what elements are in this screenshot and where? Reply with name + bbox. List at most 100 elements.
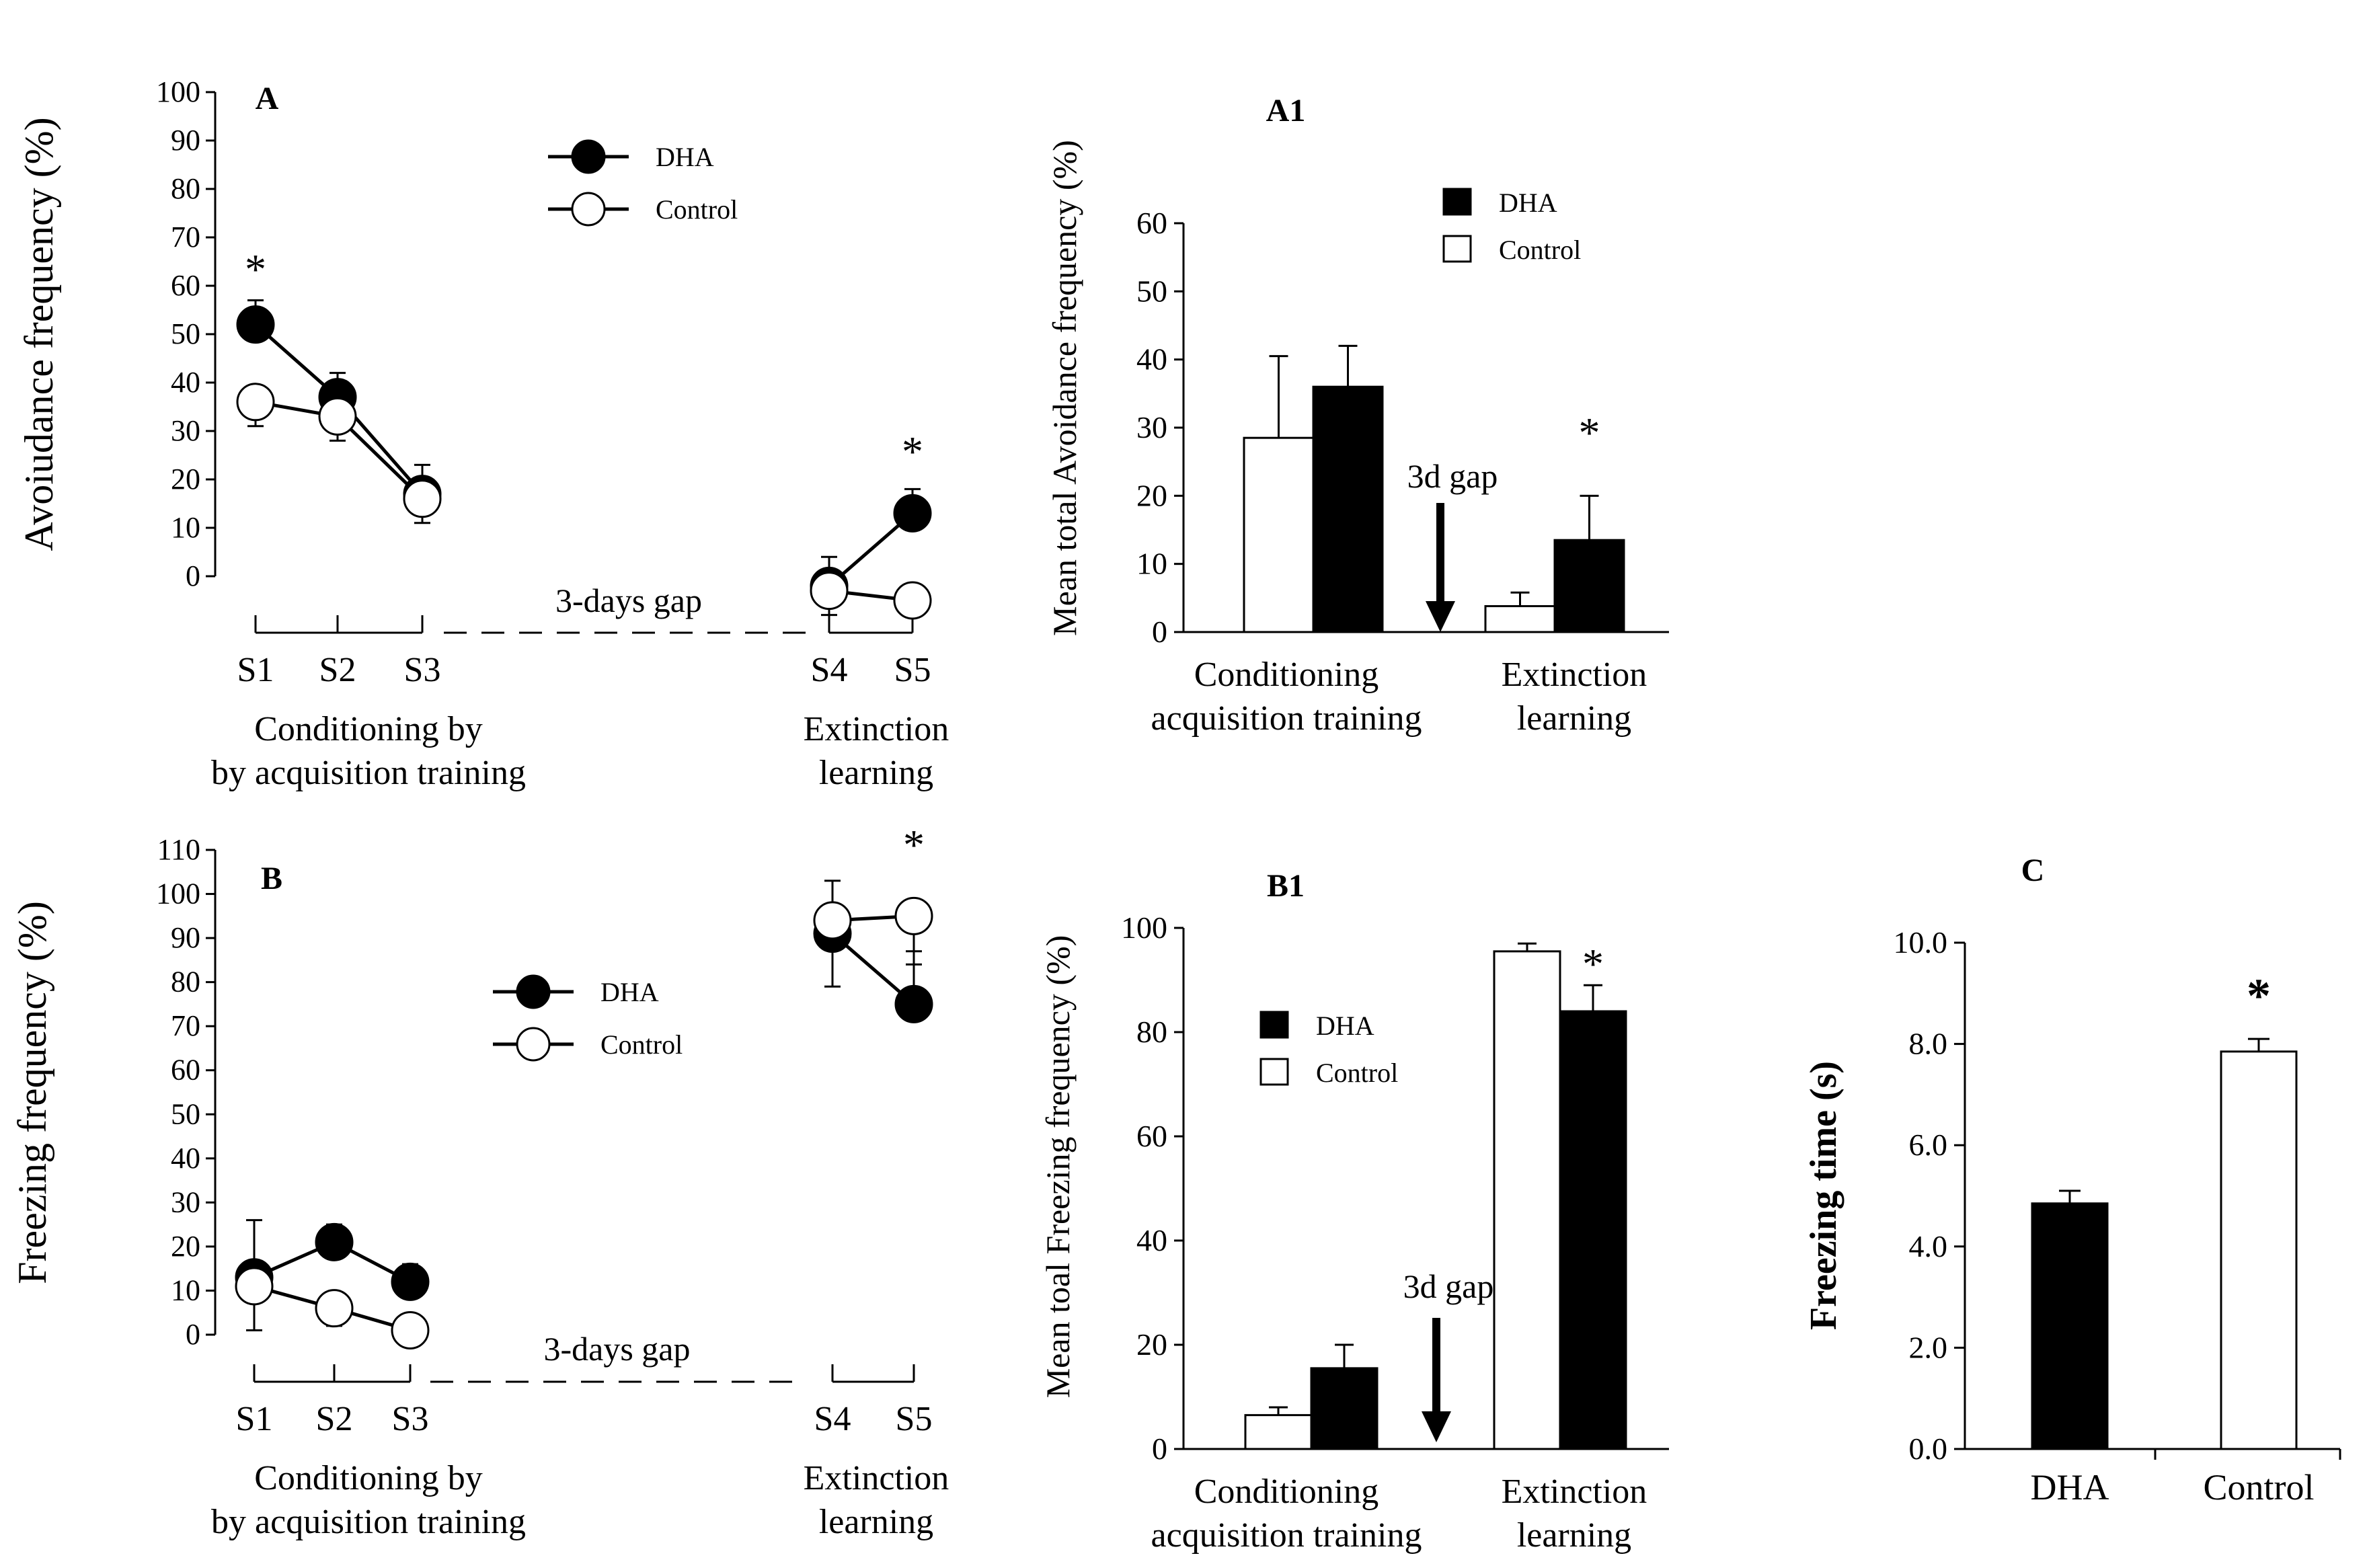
y-tick-label: 30 [1136, 410, 1167, 444]
panel-b1-chart: 0 20 40 60 80 100 Mean toal Freezing frequency… [1039, 868, 1669, 1555]
legend-swatch-dha [1259, 1011, 1289, 1039]
control-point-s2 [315, 1289, 354, 1328]
gap-label: 3-days gap [555, 582, 702, 619]
legend-label-dha: DHA [656, 142, 714, 172]
y-tick-label: 110 [157, 833, 200, 866]
x-tick-label-s1: S1 [236, 1400, 273, 1438]
significance-star: * [2247, 969, 2271, 1023]
y-tick-label: 60 [171, 269, 200, 302]
y-axis-label: Freezing frequency (%) [10, 901, 54, 1284]
control-bar-1 [1484, 604, 1556, 633]
y-tick-label: 70 [171, 1009, 200, 1042]
legend-label-control: Control [656, 194, 738, 225]
legend-marker-dha [571, 139, 606, 174]
y-tick-label: 50 [171, 1097, 200, 1130]
group-label-conditioning-line1: Conditioning by [254, 1459, 482, 1497]
group-label-line2-1: learning [1517, 699, 1631, 738]
y-axis-label: Freezing time (s) [1803, 1061, 1844, 1330]
y-tick-label: 40 [171, 1142, 200, 1175]
group-label-extinction-line2: learning [819, 1503, 933, 1541]
panel-label: B [261, 861, 282, 896]
group-label-line1-0: Conditioning [1194, 656, 1378, 694]
y-tick-label: 60 [1136, 1119, 1167, 1153]
y-tick-label: 60 [171, 1054, 200, 1087]
legend-label-dha: DHA [600, 977, 659, 1007]
legend-swatch-dha [1442, 188, 1472, 216]
y-tick-label: 6.0 [1909, 1128, 1948, 1162]
x-tick-label-s1: S1 [237, 651, 274, 689]
y-tick-label: 40 [1136, 1223, 1167, 1257]
gap-arrow-head [1426, 601, 1455, 632]
panel-c-chart: 0.0 2.0 4.0 6.0 8.0 10.0 Freezing time (s) C DHA… [1803, 853, 2341, 1507]
y-tick-label: 20 [171, 463, 200, 496]
x-tick-label-dha: DHA [2031, 1467, 2109, 1507]
y-tick-label: 10.0 [1894, 925, 1948, 959]
group-label-conditioning-line2: by acquisition training [211, 754, 526, 792]
y-tick-label: 40 [1136, 342, 1167, 377]
group-label-line1-0: Conditioning [1194, 1473, 1378, 1511]
y-tick-label: 30 [171, 1185, 200, 1218]
group-label-line2-0: acquisition training [1151, 1516, 1422, 1555]
significance-star: * [245, 245, 266, 293]
legend-marker-dha [516, 974, 551, 1009]
y-tick-label: 10 [171, 1273, 200, 1306]
y-tick-label: 100 [1121, 910, 1167, 945]
group-label-line2-0: acquisition training [1151, 699, 1422, 738]
dha-point-s1 [236, 305, 275, 344]
significance-star: * [903, 821, 925, 869]
y-tick-label: 40 [171, 366, 200, 399]
dha-bar-1 [1559, 1010, 1627, 1450]
y-tick-label: 80 [1136, 1015, 1167, 1049]
x-tick-label-s4: S4 [811, 651, 848, 689]
y-tick-label: 20 [1136, 1327, 1167, 1362]
y-tick-label: 50 [1136, 274, 1167, 308]
gap-label: 3d gap [1407, 457, 1498, 495]
y-tick-label: 2.0 [1909, 1330, 1948, 1364]
y-tick-label: 100 [156, 877, 200, 910]
y-axis-label: Mean total Avoidance frequency (%) [1046, 140, 1083, 636]
dha-point-s5 [893, 494, 932, 533]
group-label-line2-1: learning [1517, 1516, 1631, 1555]
y-tick-label: 80 [171, 172, 200, 205]
control-point-s4 [810, 572, 849, 611]
gap-label: 3-days gap [544, 1330, 691, 1368]
control-point-s1 [236, 383, 275, 422]
panel-b-chart: 0 10 20 30 40 50 60 70 80 90 100 110 Freezing freque… [10, 821, 949, 1541]
y-tick-label: 20 [1136, 478, 1167, 512]
control-point-s2 [318, 397, 357, 436]
x-tick-label-s3: S3 [392, 1400, 429, 1438]
x-tick-label-s5: S5 [894, 651, 931, 689]
legend-label-dha: DHA [1499, 188, 1557, 218]
legend-label-control: Control [1499, 235, 1581, 265]
control-point-s5 [893, 581, 932, 620]
y-tick-label: 0 [1152, 1432, 1167, 1466]
control-point-s3 [403, 479, 442, 518]
control-bar-0 [1244, 1414, 1313, 1450]
group-label-extinction-line1: Extinction [804, 1459, 949, 1497]
control-bar-0 [1243, 436, 1315, 633]
legend-label-control: Control [600, 1029, 683, 1060]
control-point-s3 [391, 1310, 430, 1349]
significance-star: * [902, 428, 923, 475]
significance-star: * [1579, 409, 1600, 457]
group-label-extinction-line1: Extinction [804, 710, 949, 748]
y-tick-label: 4.0 [1909, 1229, 1948, 1263]
panel-a1-chart: 0 10 20 30 40 50 60 Mean total Avoidance freque… [1046, 93, 1669, 738]
bar-dha [2031, 1202, 2109, 1450]
legend-swatch-control [1442, 235, 1472, 263]
y-tick-label: 60 [1136, 206, 1167, 240]
control-bar-1 [1493, 950, 1561, 1450]
group-label-extinction-line2: learning [819, 754, 933, 792]
y-tick-label: 70 [171, 221, 200, 253]
y-tick-label: 90 [171, 921, 200, 954]
dha-bar-1 [1553, 539, 1625, 633]
gap-arrow-head [1422, 1411, 1451, 1442]
x-tick-label-s5: S5 [896, 1400, 933, 1438]
legend-marker-control [516, 1027, 551, 1062]
panel-a-chart: 0 10 20 30 40 50 60 70 80 90 100 Avoiudance frequen… [17, 75, 949, 792]
control-point-s4 [813, 901, 852, 940]
legend-label-control: Control [1316, 1058, 1398, 1088]
control-point-s1 [235, 1267, 274, 1306]
x-tick-label-s2: S2 [316, 1400, 353, 1438]
